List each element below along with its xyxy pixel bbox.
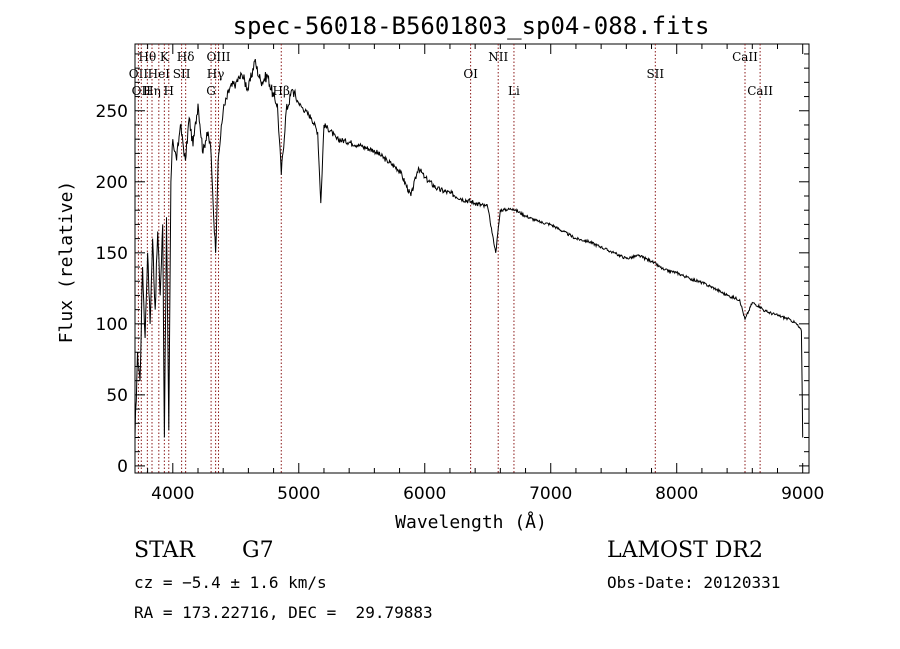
redshift-velocity: cz = −5.4 ± 1.6 km/s (134, 573, 327, 592)
chart-title: spec-56018-B5601803_sp04-088.fits (233, 12, 710, 40)
y-tick-label: 50 (106, 386, 128, 406)
line-label: OI (463, 67, 478, 81)
observation-date: Obs-Date: 20120331 (607, 573, 781, 592)
spectrum-line (134, 58, 804, 438)
line-label: NII (488, 50, 508, 64)
line-label: SII (173, 67, 191, 81)
x-tick-label: 9000 (781, 484, 824, 504)
line-label: SII (646, 67, 664, 81)
plot-area (134, 43, 810, 474)
line-label: K (160, 50, 170, 64)
line-label: Hδ (177, 50, 195, 64)
survey-name: LAMOST DR2 (607, 538, 763, 563)
x-tick-label: 5000 (277, 484, 320, 504)
line-label: Hθ (138, 50, 156, 64)
x-tick-label: 7000 (529, 484, 572, 504)
object-type: STAR (134, 538, 195, 563)
y-tick-label: 250 (96, 102, 128, 122)
line-label: OII (129, 67, 149, 81)
y-tick-label: 100 (96, 315, 128, 335)
axes: 4000 5000 6000 7000 8000 9000 0 50 100 150 200 250 (96, 44, 824, 504)
line-label: OII (132, 84, 152, 98)
line-label: Li (508, 84, 520, 98)
x-tick-label: 8000 (655, 484, 698, 504)
y-tick-label: 150 (96, 244, 128, 264)
spectrum-series (134, 58, 804, 438)
line-label: CaII (747, 84, 773, 98)
spectral-line-markers: HθOIIOIIHηHeIKHSIIHδGHγOIIIHβOINIILiSIIC… (129, 44, 773, 473)
line-label: H (164, 84, 174, 98)
y-tick-label: 200 (96, 173, 128, 193)
line-label: CaII (732, 50, 758, 64)
object-subclass: G7 (242, 538, 274, 563)
spectrum-chart: spec-56018-B5601803_sp04-088.fits Hθ OII O… (56, 12, 824, 533)
x-tick-label: 6000 (403, 484, 446, 504)
line-label: Hγ (207, 67, 225, 81)
y-axis-label: Flux (relative) (56, 181, 77, 344)
plot-frame (134, 43, 810, 474)
line-label: HeI (148, 67, 171, 81)
x-axis-label: Wavelength (Å) (395, 511, 547, 533)
line-label: G (206, 84, 216, 98)
line-label: Hη (143, 84, 161, 98)
y-tick-label: 0 (117, 457, 128, 477)
x-tick-label: 4000 (151, 484, 194, 504)
coordinates: RA = 173.22716, DEC = 29.79883 (134, 603, 433, 622)
line-label: OIII (206, 50, 230, 64)
line-label: Hβ (273, 84, 290, 98)
